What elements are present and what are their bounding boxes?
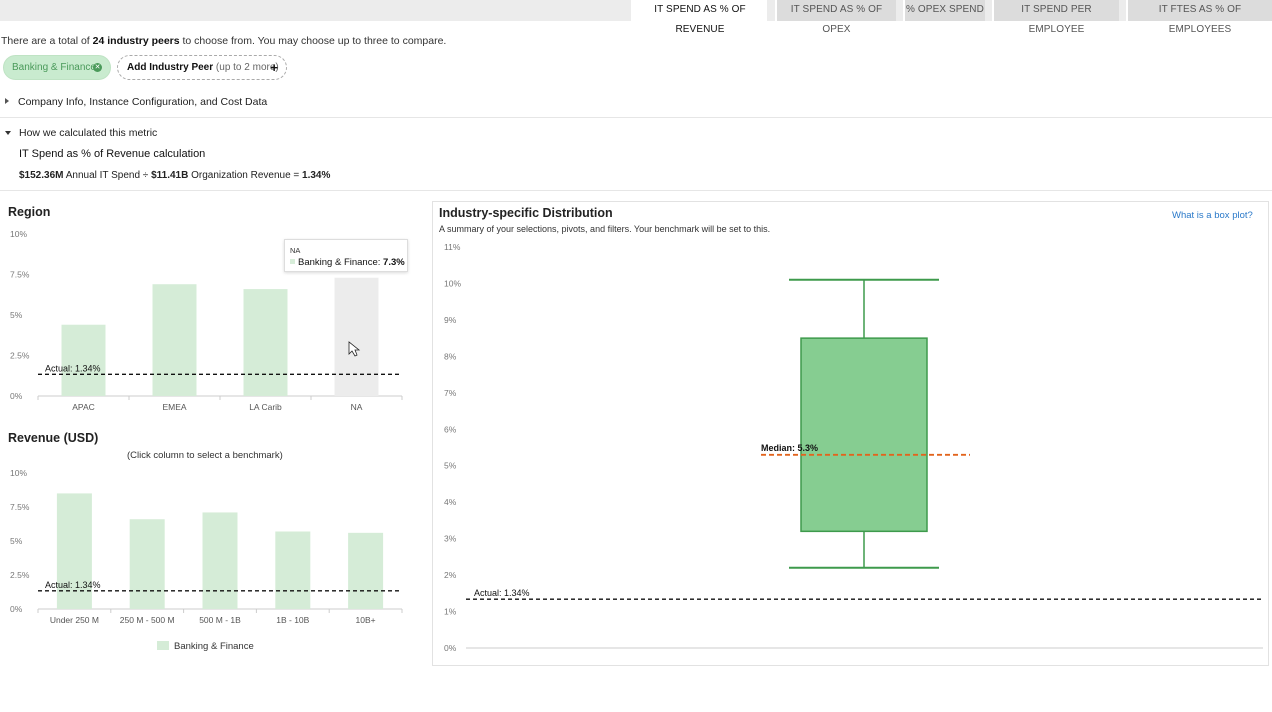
- distribution-title: Industry-specific Distribution: [439, 206, 613, 220]
- revenue-chart-title: Revenue (USD): [8, 431, 99, 445]
- y-tick-label: 5%: [10, 536, 23, 546]
- y-tick-label: 5%: [10, 310, 23, 320]
- bar-10b-: [348, 532, 384, 609]
- mouse-cursor-icon: [348, 341, 361, 357]
- y-tick-label: 10%: [444, 278, 461, 288]
- bar-na: [334, 277, 379, 396]
- y-tick-label: 0%: [10, 604, 23, 614]
- tab-it-ftes-employees[interactable]: IT FTES AS % OF EMPLOYEES: [1126, 0, 1272, 35]
- calculation-formula: $152.36M Annual IT Spend ÷ $11.41B Organ…: [19, 170, 330, 181]
- y-tick-label: 1%: [444, 607, 457, 617]
- bar-tooltip: NA Banking & Finance: 7.3%: [284, 239, 408, 272]
- bar-250-m-500-m: [129, 519, 165, 609]
- y-tick-label: 10%: [10, 468, 27, 478]
- y-tick-label: 7.5%: [10, 270, 30, 280]
- add-peer-label: Add Industry Peer: [127, 62, 214, 73]
- x-tick-label: EMEA: [162, 402, 186, 412]
- peer-intro-post: to choose from. You may choose up to thr…: [179, 35, 447, 47]
- distribution-panel: [432, 201, 1269, 666]
- y-tick-label: 8%: [444, 351, 457, 361]
- peer-intro-pre: There are a total of: [1, 35, 93, 47]
- y-tick-label: 2%: [444, 570, 457, 580]
- annual-it-spend-value: $152.36M: [19, 170, 64, 181]
- distribution-subtitle: A summary of your selections, pivots, an…: [439, 224, 771, 234]
- x-tick-label: 250 M - 500 M: [120, 615, 175, 625]
- selected-peer-label: Banking & Finance: [12, 62, 96, 73]
- y-tick-label: 11%: [444, 242, 461, 252]
- legend-label: Banking & Finance: [174, 641, 254, 652]
- tab-it-spend-opex[interactable]: IT SPEND AS % OF OPEX: [775, 0, 896, 35]
- x-tick-label: NA: [351, 402, 363, 412]
- company-info-expander[interactable]: Company Info, Instance Configuration, an…: [5, 96, 267, 108]
- legend-swatch-icon: [157, 641, 169, 650]
- median-label: Median: 5.3%: [761, 443, 818, 453]
- metric-tab-bar: IT SPEND AS % OF REVENUE IT SPEND AS % O…: [0, 0, 1272, 35]
- actual-reference-label: Actual: 1.34%: [45, 580, 101, 590]
- y-tick-label: 6%: [444, 424, 457, 434]
- tab-it-spend-revenue[interactable]: IT SPEND AS % OF REVENUE: [631, 0, 767, 35]
- divider: [0, 117, 1272, 118]
- x-tick-label: 10B+: [356, 615, 376, 625]
- peer-intro-text: There are a total of 24 industry peers t…: [1, 35, 446, 47]
- add-peer-hint: (up to 2 more): [215, 62, 279, 73]
- x-tick-label: 500 M - 1B: [199, 615, 241, 625]
- y-tick-label: 3%: [444, 534, 457, 544]
- y-tick-label: 4%: [444, 497, 457, 507]
- y-tick-label: 2.5%: [10, 570, 30, 580]
- distribution-box-plot: 0% 1% 2% 3% 4% 5% 6% 7% 8% 9% 10% 11% Median: 5.3% Ac…: [444, 242, 1263, 653]
- box-plot-help-link[interactable]: What is a box plot?: [1172, 210, 1253, 221]
- x-tick-label: 1B - 10B: [276, 615, 309, 625]
- y-tick-label: 7.5%: [10, 502, 30, 512]
- tab-opex-spend[interactable]: % OPEX SPEND: [903, 0, 985, 21]
- y-tick-label: 0%: [444, 643, 457, 653]
- caret-down-icon: [5, 131, 11, 135]
- y-tick-label: 0%: [10, 391, 23, 401]
- tooltip-category: NA: [290, 246, 301, 255]
- bar-apac: [61, 324, 106, 396]
- revenue-chart-legend[interactable]: Banking & Finance: [157, 641, 254, 652]
- series-swatch-icon: [290, 259, 295, 264]
- region-bar-chart: 0% 2.5% 5% 7.5% 10% APAC EMEA LA Carib NA Actual:…: [10, 229, 403, 412]
- y-tick-label: 7%: [444, 388, 457, 398]
- selected-peer-pill[interactable]: Banking & Finance ✕: [3, 55, 111, 80]
- y-tick-label: 2.5%: [10, 351, 30, 361]
- revenue-chart-subtitle: (Click column to select a benchmark): [127, 450, 283, 461]
- remove-peer-icon[interactable]: ✕: [93, 63, 102, 72]
- bar-under-250-m: [56, 493, 92, 609]
- y-tick-label: 10%: [10, 229, 27, 239]
- org-revenue-value: $11.41B: [151, 170, 189, 181]
- x-tick-label: Under 250 M: [50, 615, 99, 625]
- x-tick-label: LA Carib: [249, 402, 282, 412]
- interquartile-box: [800, 337, 928, 533]
- y-tick-label: 5%: [444, 461, 457, 471]
- calculation-result: 1.34%: [302, 170, 331, 181]
- revenue-bar-chart: 0% 2.5% 5% 7.5% 10% Under 250 M 250 M - 500 M 5…: [10, 468, 403, 625]
- bar-la-carib: [243, 289, 288, 396]
- plus-icon: +: [270, 60, 278, 75]
- divider: [0, 190, 1272, 191]
- tooltip-value: Banking & Finance: 7.3%: [290, 257, 405, 268]
- tab-it-spend-per-employee[interactable]: IT SPEND PER EMPLOYEE: [992, 0, 1119, 35]
- peer-count: 24 industry peers: [92, 35, 180, 47]
- bar-500-m-1b: [202, 512, 238, 609]
- y-tick-label: 9%: [444, 315, 457, 325]
- bar-emea: [152, 284, 197, 396]
- tooltip-series: Banking & Finance:: [298, 257, 384, 268]
- region-chart-title: Region: [8, 205, 51, 219]
- caret-right-icon: [5, 98, 9, 104]
- x-tick-label: APAC: [72, 402, 95, 412]
- add-industry-peer-button[interactable]: Add Industry Peer (up to 2 more) +: [117, 55, 287, 80]
- company-info-label: Company Info, Instance Configuration, an…: [18, 96, 268, 108]
- bar-1b-10b: [275, 531, 311, 609]
- actual-reference-label: Actual: 1.34%: [474, 588, 530, 598]
- revenue-label: Organization Revenue =: [188, 170, 303, 181]
- how-calculated-label: How we calculated this metric: [19, 127, 158, 139]
- tooltip-number: 7.3%: [383, 257, 405, 268]
- how-calculated-expander[interactable]: How we calculated this metric: [5, 127, 157, 139]
- calculation-title: IT Spend as % of Revenue calculation: [19, 148, 206, 160]
- actual-reference-label: Actual: 1.34%: [45, 363, 101, 373]
- spend-label: Annual IT Spend ÷: [63, 170, 152, 181]
